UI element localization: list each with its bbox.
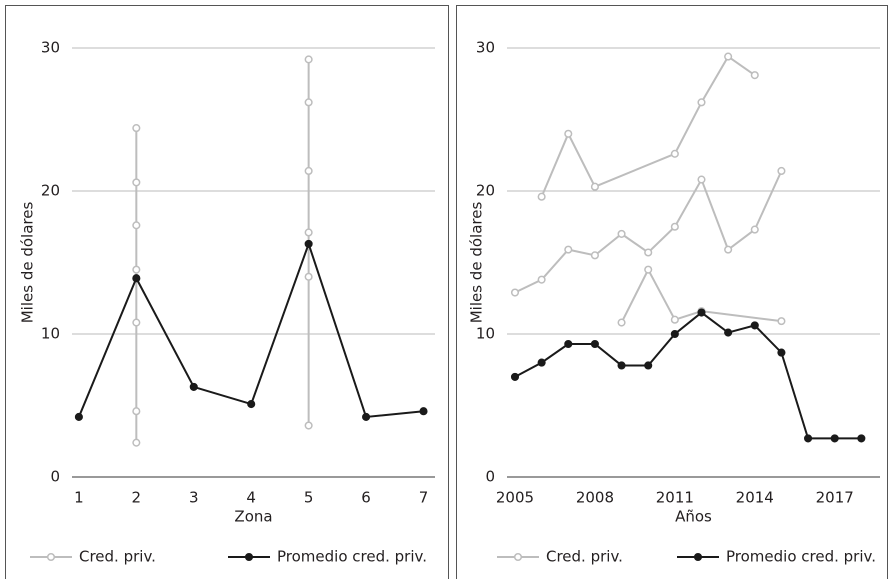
point (537, 358, 546, 367)
point (132, 124, 141, 133)
x-tick-label: 5 (304, 489, 314, 507)
y-tick-label: 20 (41, 182, 60, 200)
point (644, 248, 653, 257)
point (590, 339, 599, 349)
point (132, 318, 141, 327)
series-line (514, 311, 862, 440)
x-tick-label: 2 (132, 489, 142, 507)
point (132, 274, 141, 283)
point (537, 275, 546, 284)
point (304, 166, 313, 176)
point (362, 412, 371, 421)
point (804, 434, 813, 443)
point (304, 421, 313, 430)
point (857, 434, 866, 443)
point (777, 317, 786, 326)
point (132, 265, 141, 274)
point (644, 361, 653, 370)
legend-label: Cred. priv. (546, 548, 623, 566)
series-line (135, 59, 310, 443)
x-tick-label: 2017 (816, 489, 854, 507)
point (670, 329, 679, 339)
legend-label: Cred. priv. (79, 548, 156, 566)
legend-marker (244, 552, 254, 562)
point (304, 228, 313, 237)
point (132, 407, 141, 416)
point (670, 149, 679, 158)
point (724, 52, 733, 61)
y-tick-label: 30 (41, 39, 60, 57)
y-tick-label: 10 (476, 325, 495, 343)
x-tick-label: 2014 (736, 489, 774, 507)
point (777, 348, 786, 357)
point (750, 225, 759, 234)
x-tick-label: 2008 (576, 489, 614, 507)
point (304, 55, 313, 64)
panel-frame (456, 5, 888, 579)
point (750, 71, 759, 80)
legend-marker (46, 552, 56, 562)
y-tick-label: 20 (476, 182, 495, 200)
point (617, 229, 626, 238)
series-line (77, 240, 424, 419)
point (697, 308, 706, 317)
point (132, 438, 141, 447)
point (830, 434, 839, 443)
panel-frame (5, 5, 449, 579)
point (132, 221, 141, 230)
point (564, 245, 573, 254)
point (590, 251, 599, 260)
y-axis-label: Miles de dólares (19, 202, 37, 324)
point (304, 98, 313, 107)
y-tick-label: 30 (476, 39, 495, 57)
y-tick-label: 10 (41, 325, 60, 343)
x-tick-label: 2011 (656, 489, 694, 507)
point (590, 182, 599, 191)
x-axis-label: Años (675, 508, 712, 526)
point (537, 192, 546, 201)
point (617, 318, 626, 327)
point (74, 412, 83, 421)
point (564, 129, 573, 138)
x-tick-label: 1 (74, 489, 84, 507)
point (724, 245, 733, 254)
point (564, 339, 573, 349)
point (644, 265, 653, 274)
legend-marker (693, 552, 703, 562)
legend-label: Promedio cred. priv. (277, 548, 427, 566)
x-axis-label: Zona (234, 508, 272, 526)
point (777, 166, 786, 176)
point (132, 178, 141, 187)
point (617, 361, 626, 370)
point (304, 272, 313, 281)
point (189, 382, 198, 391)
point (419, 407, 428, 416)
point (304, 239, 313, 248)
point (724, 328, 733, 337)
point (510, 288, 520, 297)
x-tick-label: 4 (246, 489, 256, 507)
x-tick-label: 3 (189, 489, 199, 507)
point (247, 400, 256, 409)
point (670, 315, 679, 324)
y-tick-label: 0 (50, 468, 60, 486)
x-tick-label: 2005 (496, 489, 534, 507)
point (697, 175, 706, 184)
y-axis-label: Miles de dólares (468, 202, 486, 324)
point (670, 222, 679, 231)
point (510, 372, 520, 381)
point (750, 321, 759, 330)
point (697, 98, 706, 107)
x-tick-label: 7 (419, 489, 429, 507)
x-tick-label: 6 (361, 489, 371, 507)
y-tick-label: 0 (485, 468, 495, 486)
series-line (514, 55, 783, 324)
legend-label: Promedio cred. priv. (726, 548, 876, 566)
legend-marker (513, 552, 523, 562)
